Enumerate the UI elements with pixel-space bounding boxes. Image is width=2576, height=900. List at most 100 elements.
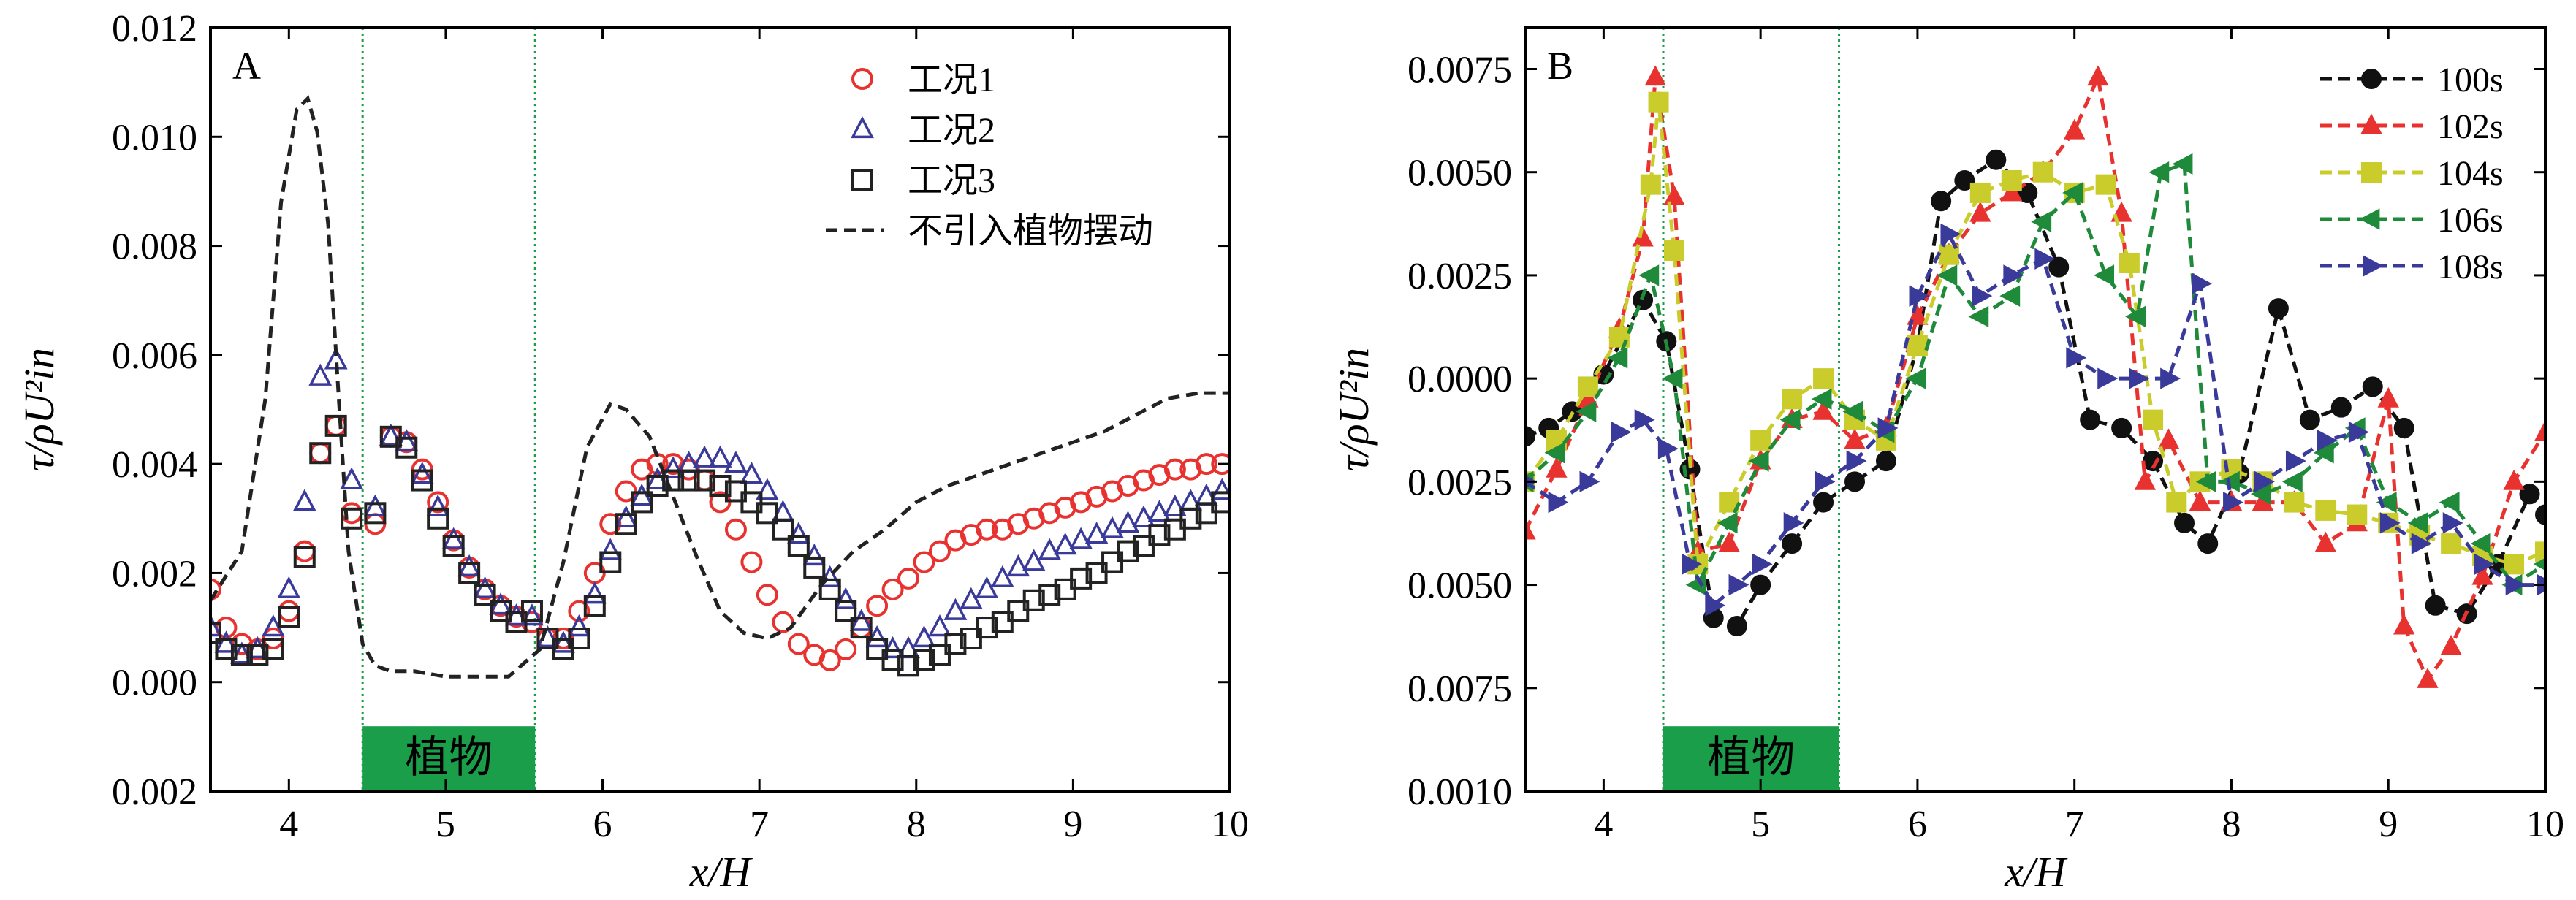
- data-point: [308, 363, 333, 386]
- data-point: [912, 625, 936, 648]
- data-point: [2134, 469, 2156, 490]
- data-point: [850, 617, 873, 639]
- data-point: [215, 638, 238, 660]
- legend: 工况1 工况2 工况3 不引入植物摆动: [826, 61, 1153, 251]
- data-point: [2471, 564, 2493, 585]
- y-tick-label: 0.000: [112, 663, 197, 704]
- y-tick-label: 0.0050: [1407, 153, 1512, 194]
- data-point: [928, 614, 951, 637]
- data-point: [410, 462, 434, 484]
- data-point: [2129, 367, 2150, 389]
- data-point: [1544, 442, 1565, 464]
- y-tick-label: 0.0000: [1407, 359, 1512, 400]
- data-point: [1640, 174, 1661, 195]
- data-point: [293, 540, 316, 562]
- data-point: [2504, 554, 2525, 575]
- legend-item: 100s: [2320, 61, 2504, 99]
- data-point: [341, 507, 363, 530]
- data-point: [2315, 500, 2336, 521]
- data-point: [1548, 491, 1569, 514]
- x-tick-label: 4: [279, 804, 298, 845]
- data-point: [2148, 161, 2170, 183]
- data-point: [2442, 512, 2463, 534]
- data-point: [1752, 553, 1773, 575]
- data-point: [835, 638, 857, 660]
- panel-tag: B: [1547, 44, 1573, 88]
- data-point: [818, 578, 841, 600]
- data-point: [473, 576, 497, 598]
- y-axis-label: τ/ρU²in: [15, 348, 63, 471]
- data-point: [210, 622, 221, 644]
- series-3: [210, 414, 1230, 677]
- data-point: [1986, 149, 2007, 170]
- data-point: [599, 551, 622, 573]
- vegetation-label: 植物: [405, 733, 493, 782]
- data-point: [631, 491, 653, 514]
- data-point: [2281, 470, 2303, 493]
- data-point: [661, 456, 685, 478]
- data-point: [1148, 524, 1171, 546]
- data-point: [1718, 531, 1740, 552]
- data-point: [1783, 512, 1804, 534]
- data-point: [1525, 426, 1535, 447]
- y-axis-label: τ/ρU²in: [1330, 348, 1378, 471]
- data-point: [1663, 185, 1685, 205]
- legend-label: 102s: [2437, 107, 2504, 146]
- series-5: [1525, 223, 2545, 617]
- legend-item: 不引入植物摆动: [826, 212, 1153, 251]
- y-tick-label: 0.002: [112, 771, 197, 813]
- vegetation-zone: 植物: [361, 28, 536, 791]
- data-point: [2095, 174, 2116, 195]
- data-point: [913, 551, 935, 573]
- panel-a: 植物 4 5 6 7 8 9 10 0.012 0.010 0.008 0.006 0.004 0.002…: [15, 8, 1249, 896]
- data-point: [1634, 408, 1655, 431]
- data-point: [1813, 492, 1834, 513]
- data-point: [2119, 252, 2140, 273]
- x-tick-label: 10: [1211, 804, 1249, 845]
- data-point: [1117, 540, 1139, 562]
- data-point: [756, 502, 778, 525]
- data-point: [1717, 512, 1738, 534]
- y-tick-label: 0.004: [112, 444, 197, 486]
- data-point: [1748, 450, 1769, 472]
- panel-tag: A: [232, 44, 261, 88]
- data-point: [1611, 421, 1632, 443]
- data-point: [364, 502, 387, 525]
- data-point: [395, 436, 418, 459]
- data-point: [2064, 118, 2086, 140]
- data-point: [2362, 376, 2383, 397]
- data-point: [2411, 533, 2432, 554]
- data-point: [2347, 504, 2368, 525]
- data-point: [426, 494, 450, 517]
- data-point: [897, 655, 920, 677]
- data-point: [976, 617, 998, 639]
- data-point: [1811, 388, 1832, 411]
- plot-frame: [209, 26, 1231, 793]
- data-point: [2125, 305, 2146, 328]
- legend-item: 104s: [2320, 154, 2504, 193]
- data-point: [1662, 367, 1683, 389]
- data-point: [1909, 285, 1930, 307]
- data-point: [1022, 589, 1045, 611]
- data-point: [694, 469, 716, 492]
- data-point: [1638, 264, 1660, 286]
- data-point: [2503, 469, 2525, 490]
- data-point: [990, 565, 1014, 588]
- data-point: [787, 535, 810, 557]
- data-point: [427, 491, 449, 514]
- data-point: [1999, 285, 2021, 307]
- data-point: [1782, 389, 1803, 410]
- data-point: [866, 595, 889, 617]
- data-point: [2285, 450, 2306, 472]
- data-point: [724, 451, 748, 473]
- data-point: [1576, 400, 1597, 422]
- x-tick-label: 7: [2065, 804, 2084, 845]
- data-point: [324, 414, 347, 437]
- data-point: [599, 513, 622, 535]
- data-point: [1705, 595, 1726, 617]
- x-tick-label: 6: [593, 804, 612, 845]
- data-point: [1844, 471, 1866, 492]
- data-point: [1195, 453, 1217, 476]
- legend-item: 102s: [2320, 107, 2504, 146]
- data-point: [1937, 264, 1958, 286]
